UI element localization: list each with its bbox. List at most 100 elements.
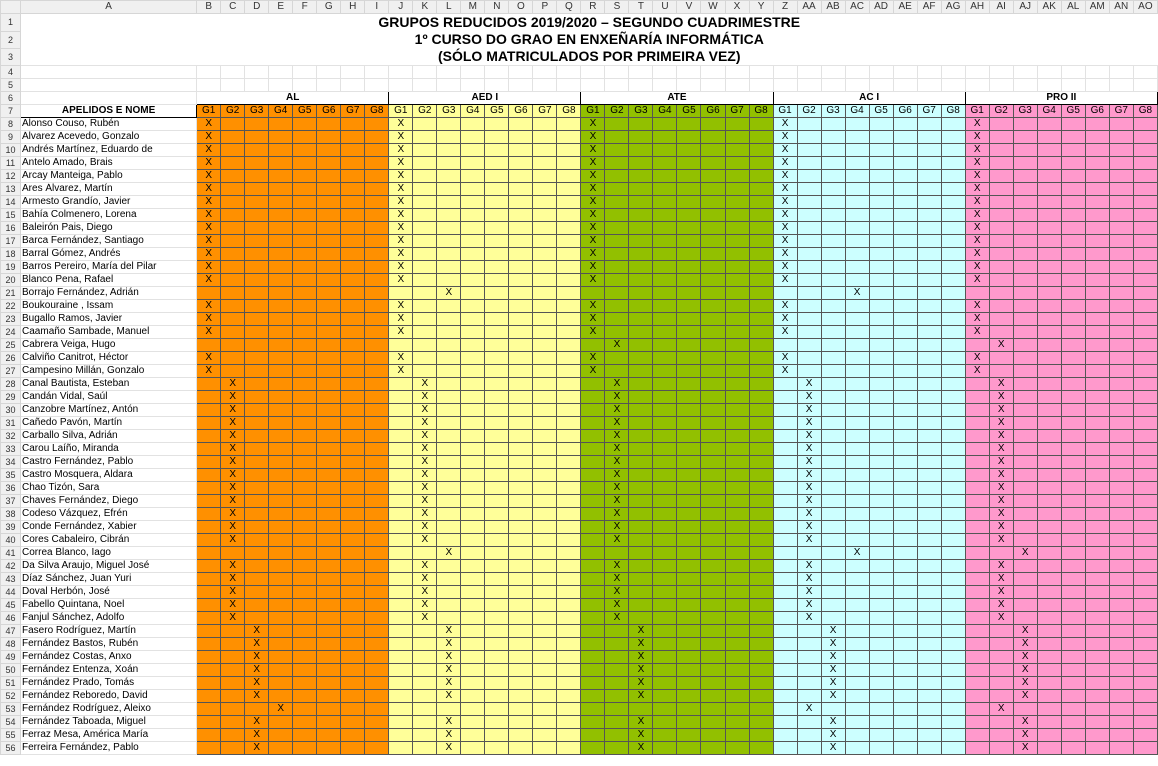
group-cell[interactable] <box>1084 130 1110 144</box>
group-cell[interactable] <box>556 728 582 742</box>
group-cell[interactable] <box>964 637 990 651</box>
group-mark[interactable]: X <box>964 299 990 313</box>
group-cell[interactable] <box>1108 403 1134 417</box>
group-cell[interactable] <box>316 325 342 339</box>
group-cell[interactable] <box>892 507 918 521</box>
group-cell[interactable] <box>964 624 990 638</box>
group-cell[interactable] <box>1132 442 1158 456</box>
group-cell[interactable] <box>316 364 342 378</box>
group-cell[interactable] <box>892 143 918 157</box>
group-mark[interactable]: X <box>580 182 606 196</box>
group-cell[interactable] <box>412 182 438 196</box>
group-cell[interactable] <box>340 715 366 729</box>
group-cell[interactable] <box>1012 273 1038 287</box>
group-cell[interactable] <box>292 312 318 326</box>
group-cell[interactable] <box>724 169 750 183</box>
group-cell[interactable] <box>772 416 798 430</box>
row-header[interactable]: 50 <box>0 663 22 677</box>
group-cell[interactable] <box>436 182 462 196</box>
group-cell[interactable] <box>748 286 774 300</box>
row-header[interactable]: 28 <box>0 377 22 391</box>
group-cell[interactable] <box>436 390 462 404</box>
group-cell[interactable] <box>1084 481 1110 495</box>
group-cell[interactable] <box>916 676 942 690</box>
group-cell[interactable] <box>340 338 366 352</box>
group-cell[interactable] <box>316 689 342 703</box>
group-mark[interactable]: X <box>196 130 222 144</box>
group-cell[interactable] <box>268 143 294 157</box>
group-mark[interactable]: X <box>604 520 630 534</box>
group-cell[interactable] <box>340 611 366 625</box>
group-cell[interactable] <box>388 390 414 404</box>
group-cell[interactable] <box>340 520 366 534</box>
group-cell[interactable] <box>724 299 750 313</box>
row-header[interactable]: 3 <box>0 47 22 66</box>
group-cell[interactable] <box>820 572 846 586</box>
row-header[interactable]: 4 <box>0 65 22 79</box>
group-cell[interactable] <box>724 442 750 456</box>
group-cell[interactable] <box>868 338 894 352</box>
group-cell[interactable] <box>436 325 462 339</box>
empty-cell[interactable] <box>1084 78 1110 92</box>
group-mark[interactable]: X <box>796 494 822 508</box>
group-cell[interactable] <box>1036 741 1062 755</box>
group-mark[interactable]: X <box>628 650 654 664</box>
group-cell[interactable] <box>820 377 846 391</box>
group-cell[interactable] <box>964 715 990 729</box>
group-cell[interactable] <box>1084 195 1110 209</box>
group-cell[interactable] <box>796 546 822 560</box>
group-cell[interactable] <box>700 286 726 300</box>
group-mark[interactable]: X <box>412 416 438 430</box>
row-header[interactable]: 40 <box>0 533 22 547</box>
column-header[interactable]: Y <box>748 0 774 14</box>
group-cell[interactable] <box>292 689 318 703</box>
empty-cell[interactable] <box>1036 65 1062 79</box>
group-cell[interactable] <box>604 637 630 651</box>
group-cell[interactable] <box>508 702 534 716</box>
group-cell[interactable] <box>844 390 870 404</box>
group-cell[interactable] <box>868 624 894 638</box>
group-cell[interactable] <box>508 611 534 625</box>
group-mark[interactable]: X <box>772 182 798 196</box>
group-cell[interactable] <box>1084 143 1110 157</box>
group-cell[interactable] <box>340 416 366 430</box>
group-cell[interactable] <box>316 286 342 300</box>
group-cell[interactable] <box>436 377 462 391</box>
group-cell[interactable] <box>868 468 894 482</box>
group-cell[interactable] <box>1132 169 1158 183</box>
group-cell[interactable] <box>1060 247 1086 261</box>
group-cell[interactable] <box>916 182 942 196</box>
group-cell[interactable] <box>676 520 702 534</box>
group-cell[interactable] <box>628 299 654 313</box>
group-cell[interactable] <box>724 312 750 326</box>
group-cell[interactable] <box>844 715 870 729</box>
group-cell[interactable] <box>388 585 414 599</box>
group-cell[interactable] <box>1084 403 1110 417</box>
empty-cell[interactable] <box>556 78 582 92</box>
group-cell[interactable] <box>844 364 870 378</box>
group-cell[interactable] <box>460 390 486 404</box>
group-cell[interactable] <box>628 546 654 560</box>
group-cell[interactable] <box>844 442 870 456</box>
group-cell[interactable] <box>700 221 726 235</box>
group-cell[interactable] <box>580 377 606 391</box>
group-cell[interactable] <box>1132 507 1158 521</box>
group-cell[interactable] <box>268 234 294 248</box>
group-cell[interactable] <box>484 273 510 287</box>
group-mark[interactable]: X <box>388 247 414 261</box>
group-cell[interactable] <box>460 182 486 196</box>
group-cell[interactable] <box>988 637 1014 651</box>
group-mark[interactable]: X <box>988 559 1014 573</box>
group-cell[interactable] <box>292 611 318 625</box>
group-cell[interactable] <box>340 364 366 378</box>
group-cell[interactable] <box>964 481 990 495</box>
group-cell[interactable] <box>676 182 702 196</box>
group-mark[interactable]: X <box>988 481 1014 495</box>
group-cell[interactable] <box>1036 689 1062 703</box>
group-cell[interactable] <box>772 624 798 638</box>
group-cell[interactable] <box>1108 546 1134 560</box>
group-cell[interactable] <box>292 143 318 157</box>
group-cell[interactable] <box>244 585 270 599</box>
empty-cell[interactable] <box>796 65 822 79</box>
group-cell[interactable] <box>508 403 534 417</box>
